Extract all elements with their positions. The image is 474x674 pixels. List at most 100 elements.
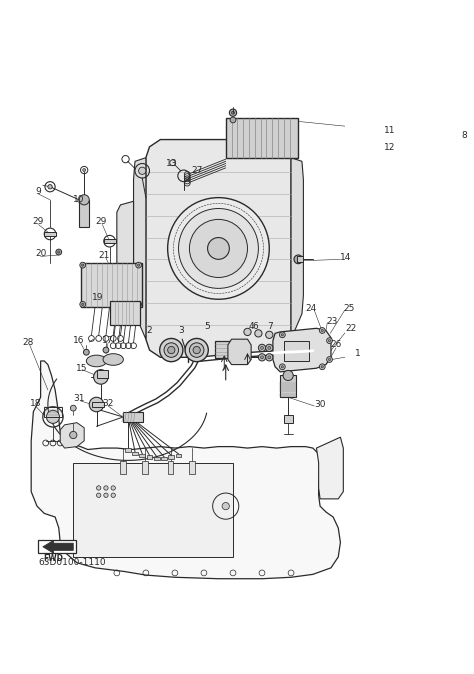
- Bar: [226, 118, 298, 158]
- Circle shape: [179, 208, 258, 288]
- Text: 4: 4: [248, 321, 254, 331]
- Circle shape: [138, 167, 146, 175]
- Bar: [44, 406, 62, 417]
- Text: 23: 23: [326, 317, 337, 326]
- Circle shape: [56, 249, 62, 255]
- Circle shape: [185, 338, 208, 362]
- Text: 26: 26: [330, 340, 342, 350]
- Text: 6: 6: [253, 321, 258, 331]
- Text: 27: 27: [191, 166, 202, 175]
- Circle shape: [137, 264, 140, 266]
- Polygon shape: [134, 158, 146, 339]
- Bar: [125, 448, 131, 452]
- Bar: [132, 452, 138, 456]
- Circle shape: [327, 338, 332, 344]
- Circle shape: [79, 195, 89, 205]
- Circle shape: [258, 344, 265, 352]
- Text: 16: 16: [73, 336, 85, 345]
- Bar: [297, 256, 303, 262]
- Polygon shape: [291, 158, 303, 339]
- Text: 10: 10: [73, 195, 85, 204]
- Circle shape: [231, 111, 235, 114]
- Circle shape: [281, 334, 283, 336]
- Text: 21: 21: [99, 251, 110, 260]
- Bar: [284, 415, 292, 423]
- Text: 18: 18: [30, 398, 41, 408]
- Text: 1: 1: [355, 349, 361, 358]
- Circle shape: [294, 255, 303, 264]
- Bar: [190, 461, 195, 474]
- Circle shape: [193, 346, 201, 354]
- Circle shape: [160, 338, 183, 362]
- Circle shape: [83, 168, 86, 171]
- Circle shape: [208, 237, 229, 259]
- Bar: [146, 456, 153, 459]
- Circle shape: [111, 493, 115, 497]
- Circle shape: [80, 301, 86, 307]
- Text: 9: 9: [36, 187, 41, 196]
- Bar: [104, 239, 116, 243]
- Circle shape: [80, 262, 86, 268]
- Bar: [44, 232, 56, 236]
- Circle shape: [283, 371, 293, 381]
- Bar: [109, 301, 140, 325]
- Polygon shape: [146, 140, 291, 357]
- Circle shape: [111, 486, 115, 490]
- Text: 8: 8: [462, 131, 467, 140]
- Circle shape: [136, 301, 142, 307]
- Text: 28: 28: [23, 338, 34, 347]
- Circle shape: [82, 303, 84, 305]
- Circle shape: [70, 405, 76, 411]
- Polygon shape: [31, 361, 340, 579]
- Circle shape: [281, 366, 283, 368]
- Text: 30: 30: [314, 400, 326, 409]
- Bar: [81, 263, 142, 307]
- Circle shape: [70, 431, 77, 439]
- Circle shape: [83, 349, 89, 355]
- Text: 63D0100-1110: 63D0100-1110: [38, 558, 106, 568]
- Circle shape: [321, 366, 323, 368]
- Circle shape: [168, 197, 269, 299]
- Circle shape: [97, 486, 101, 490]
- Text: 3: 3: [178, 326, 183, 335]
- Circle shape: [244, 328, 251, 336]
- Bar: [142, 461, 148, 474]
- Circle shape: [268, 346, 271, 349]
- Bar: [168, 456, 174, 459]
- Circle shape: [255, 330, 262, 337]
- Text: 14: 14: [340, 253, 352, 262]
- Bar: [139, 454, 145, 458]
- Circle shape: [58, 251, 60, 253]
- Circle shape: [261, 356, 264, 359]
- Bar: [168, 461, 173, 474]
- Circle shape: [190, 343, 204, 357]
- Polygon shape: [317, 437, 343, 499]
- Text: 5: 5: [205, 321, 210, 331]
- Circle shape: [280, 332, 285, 338]
- Bar: [79, 200, 89, 227]
- Ellipse shape: [103, 354, 123, 365]
- Circle shape: [164, 343, 179, 357]
- Circle shape: [104, 486, 108, 490]
- Bar: [176, 454, 182, 458]
- Bar: [154, 457, 160, 460]
- Text: 17: 17: [102, 336, 114, 345]
- Text: 13: 13: [166, 159, 178, 168]
- Circle shape: [319, 328, 325, 334]
- Ellipse shape: [86, 355, 107, 367]
- Text: 32: 32: [102, 398, 114, 408]
- Circle shape: [265, 344, 273, 352]
- Polygon shape: [117, 202, 134, 284]
- Bar: [215, 340, 231, 358]
- Text: 11: 11: [384, 125, 395, 135]
- Text: 24: 24: [306, 304, 317, 313]
- Circle shape: [230, 117, 236, 123]
- Text: 12: 12: [384, 143, 395, 152]
- Circle shape: [258, 354, 265, 361]
- Text: 15: 15: [76, 364, 88, 373]
- Circle shape: [261, 346, 264, 349]
- Polygon shape: [43, 541, 73, 553]
- Bar: [97, 369, 108, 378]
- Circle shape: [268, 356, 271, 359]
- Circle shape: [265, 354, 273, 361]
